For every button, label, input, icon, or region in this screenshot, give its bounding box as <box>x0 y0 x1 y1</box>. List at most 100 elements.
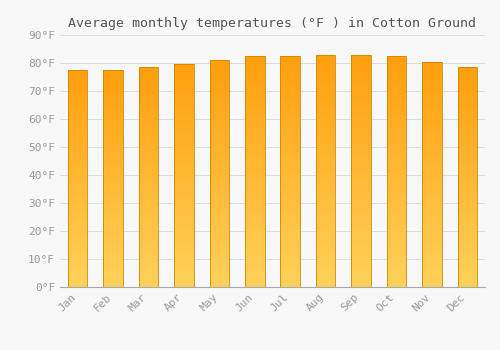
Bar <box>139 259 158 261</box>
Bar <box>104 94 123 95</box>
Bar <box>139 241 158 242</box>
Bar <box>386 187 406 188</box>
Bar <box>245 147 264 148</box>
Bar <box>210 261 229 262</box>
Bar <box>386 78 406 79</box>
Bar <box>174 183 194 184</box>
Bar <box>352 284 371 285</box>
Bar <box>422 267 442 268</box>
Bar <box>386 95 406 96</box>
Bar <box>68 249 87 250</box>
Bar <box>174 108 194 110</box>
Bar <box>458 242 477 243</box>
Bar <box>386 168 406 169</box>
Bar <box>68 193 87 194</box>
Bar <box>68 230 87 231</box>
Bar <box>316 128 336 129</box>
Bar <box>352 232 371 233</box>
Bar <box>280 254 300 256</box>
Bar <box>210 198 229 200</box>
Bar <box>174 166 194 167</box>
Bar <box>104 145 123 146</box>
Bar <box>386 261 406 263</box>
Bar <box>210 168 229 169</box>
Bar <box>458 118 477 119</box>
Bar <box>280 207 300 208</box>
Bar <box>68 158 87 159</box>
Bar <box>245 117 264 118</box>
Bar <box>422 103 442 104</box>
Bar <box>458 130 477 131</box>
Bar <box>316 251 336 252</box>
Bar <box>316 95 336 97</box>
Bar <box>422 158 442 159</box>
Bar <box>316 98 336 99</box>
Bar <box>280 87 300 88</box>
Bar <box>139 233 158 234</box>
Bar <box>139 225 158 226</box>
Bar <box>139 168 158 169</box>
Bar <box>245 284 264 285</box>
Bar <box>422 104 442 105</box>
Bar <box>422 88 442 89</box>
Bar <box>104 234 123 235</box>
Bar <box>104 190 123 192</box>
Bar <box>352 257 371 258</box>
Bar <box>352 215 371 216</box>
Bar <box>386 185 406 187</box>
Bar <box>68 260 87 261</box>
Bar <box>210 60 229 61</box>
Bar <box>280 177 300 178</box>
Bar <box>245 254 264 256</box>
Bar <box>386 153 406 154</box>
Bar <box>352 261 371 262</box>
Bar <box>422 149 442 150</box>
Bar <box>280 241 300 242</box>
Bar <box>422 193 442 194</box>
Bar <box>210 70 229 71</box>
Bar <box>245 62 264 63</box>
Bar <box>104 282 123 283</box>
Bar <box>174 198 194 199</box>
Bar <box>104 210 123 211</box>
Bar <box>352 203 371 204</box>
Bar <box>316 77 336 78</box>
Bar <box>316 195 336 196</box>
Bar <box>68 215 87 216</box>
Bar <box>422 143 442 145</box>
Bar <box>422 75 442 76</box>
Bar <box>352 210 371 211</box>
Bar <box>316 109 336 110</box>
Bar <box>352 173 371 174</box>
Bar <box>68 272 87 273</box>
Bar <box>280 278 300 279</box>
Bar <box>174 264 194 265</box>
Bar <box>245 70 264 71</box>
Bar <box>352 254 371 256</box>
Bar <box>386 86 406 87</box>
Bar <box>174 156 194 158</box>
Bar <box>68 183 87 184</box>
Bar <box>174 111 194 112</box>
Bar <box>245 64 264 65</box>
Bar <box>280 161 300 162</box>
Bar <box>352 76 371 77</box>
Bar <box>245 142 264 144</box>
Bar <box>104 286 123 287</box>
Bar <box>68 84 87 85</box>
Bar <box>104 275 123 276</box>
Bar <box>280 132 300 133</box>
Bar <box>139 97 158 98</box>
Bar <box>386 58 406 59</box>
Bar <box>210 151 229 152</box>
Bar <box>422 80 442 82</box>
Bar <box>245 204 264 205</box>
Bar <box>458 266 477 267</box>
Bar <box>316 266 336 267</box>
Bar <box>316 115 336 116</box>
Bar <box>316 91 336 92</box>
Bar <box>386 88 406 89</box>
Bar <box>104 211 123 212</box>
Bar <box>280 57 300 58</box>
Bar <box>386 219 406 220</box>
